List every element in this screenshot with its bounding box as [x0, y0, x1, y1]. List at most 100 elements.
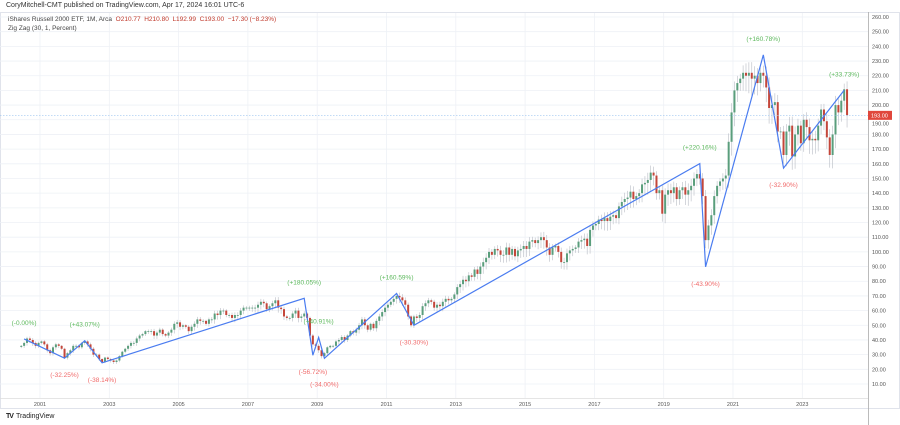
candle-up: [843, 89, 846, 101]
candle-up: [479, 266, 482, 274]
candle-down: [404, 300, 407, 305]
candle-up: [375, 320, 378, 329]
candle-up: [626, 197, 629, 200]
price-axis[interactable]: 10.00 20.00 30.00 40.00 50.00 60.00 70.00 80.00…: [872, 15, 889, 388]
candle-up: [167, 332, 170, 336]
candle-up: [176, 322, 179, 324]
ohlc-change: −17.30 (−8.23%): [227, 16, 277, 23]
price-tick-label: 130.00: [872, 206, 889, 212]
candle-down: [320, 350, 323, 357]
candle-up: [257, 304, 260, 308]
candle-up: [450, 298, 453, 301]
candle-down: [548, 247, 551, 255]
candle-up: [678, 190, 681, 200]
candle-up: [603, 218, 606, 222]
candle-down: [799, 125, 802, 144]
candle-down: [46, 344, 49, 351]
candle-up: [528, 241, 531, 249]
zigzag-label: (-32.90%): [769, 182, 798, 189]
time-tick-label: 2023: [796, 402, 808, 408]
symbol-name[interactable]: iShares Russell 2000 ETF, 1M, Arca: [8, 16, 113, 23]
price-tick-label: 200.00: [872, 103, 889, 109]
candle-up: [349, 331, 352, 336]
candle-up: [658, 190, 661, 194]
candle-up: [713, 196, 716, 216]
zigzag-label: (-32.25%): [50, 372, 79, 379]
candle-up: [37, 342, 40, 346]
candle-down: [86, 341, 89, 345]
price-tick-label: 170.00: [872, 147, 889, 153]
candle-up: [181, 325, 184, 327]
candle-down: [704, 196, 707, 241]
candle-up: [511, 248, 514, 255]
candle-up: [196, 319, 199, 324]
candle-up: [228, 315, 231, 316]
candle-up: [213, 313, 216, 320]
time-tick-label: 2003: [103, 402, 115, 408]
candle-up: [334, 341, 337, 346]
candle-down: [499, 250, 502, 255]
candle-down: [28, 338, 31, 340]
candle-up: [303, 313, 306, 317]
candle-down: [438, 304, 441, 307]
candle-down: [184, 325, 187, 327]
candle-up: [274, 300, 277, 304]
candle-down: [476, 269, 479, 274]
price-tick-label: 10.00: [872, 382, 886, 388]
zigzag-label: (+220.16%): [683, 145, 717, 152]
candle-down: [534, 240, 537, 244]
price-tick-label: 30.00: [872, 353, 886, 359]
zigzag-label: (+33.73%): [829, 71, 859, 78]
candle-up: [831, 134, 834, 155]
candle-up: [124, 348, 127, 352]
time-tick-label: 2005: [172, 402, 184, 408]
candle-up: [568, 250, 571, 254]
candle-down: [63, 348, 66, 358]
candle-up: [577, 241, 580, 248]
candle-down: [615, 215, 618, 219]
candle-down: [317, 345, 320, 351]
candle-down: [199, 319, 202, 321]
candle-up: [672, 187, 675, 194]
candle-up: [690, 185, 693, 191]
candle-up: [629, 191, 632, 198]
candle-up: [456, 287, 459, 295]
candle-up: [664, 194, 667, 214]
candle-up: [739, 78, 742, 84]
candle-up: [326, 347, 329, 354]
last-price-marker: 193.00: [0, 110, 892, 120]
candle-up: [427, 300, 430, 304]
time-axis[interactable]: 2001 2003 2005 2007 2009 2011 2013 2015 2017 2019…: [34, 402, 809, 408]
candle-down: [187, 326, 190, 332]
zigzag-label: (-34.00%): [310, 381, 339, 388]
candle-down: [698, 174, 701, 179]
candle-up: [482, 262, 485, 267]
candle-up: [20, 345, 23, 347]
candle-up: [467, 275, 470, 282]
candle-up: [40, 341, 43, 343]
candle-up: [612, 215, 615, 217]
ohlc-high: H210.80: [144, 16, 169, 23]
candle-up: [138, 335, 141, 339]
candle-down: [655, 175, 658, 194]
tradingview-logo[interactable]: TV TradingView: [6, 413, 54, 420]
zigzag-label: (+160.59%): [380, 274, 414, 281]
candle-down: [98, 354, 101, 360]
zigzag-label: (-0.00%): [12, 320, 37, 327]
indicator-label[interactable]: Zig Zag (30, 1, Percent): [8, 25, 77, 32]
candle-up: [485, 257, 488, 263]
candle-down: [768, 87, 771, 109]
candle-up: [779, 131, 782, 133]
candle-up: [75, 345, 78, 347]
price-tick-label: 250.00: [872, 30, 889, 36]
candle-down: [756, 75, 759, 84]
zigzag-label: (+40.91%): [304, 318, 334, 325]
candle-down: [280, 307, 283, 310]
candle-up: [219, 310, 222, 316]
candle-up: [742, 72, 745, 79]
candle-up: [83, 341, 86, 343]
price-tick-label: 20.00: [872, 367, 886, 373]
price-tick-label: 190.00: [872, 121, 889, 127]
candle-up: [641, 184, 644, 194]
